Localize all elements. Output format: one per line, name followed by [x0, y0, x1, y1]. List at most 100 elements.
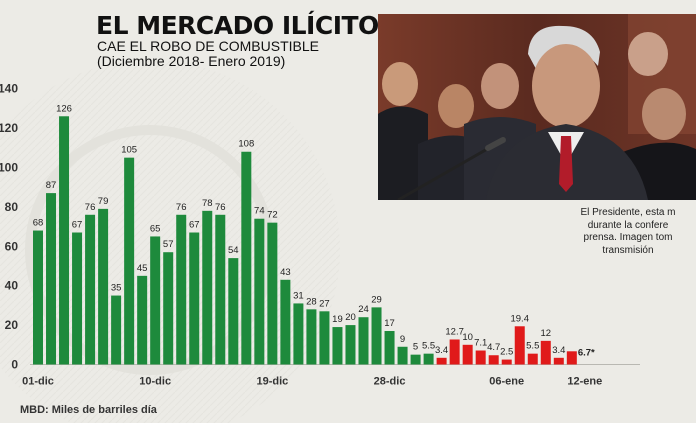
bar-january — [501, 359, 512, 365]
y-tick-label: 20 — [5, 318, 19, 332]
bar-value-label: 72 — [267, 210, 278, 221]
bar-december — [176, 214, 187, 365]
bar-value-label: 12 — [540, 328, 551, 339]
bar-december — [189, 232, 200, 365]
bar-january — [566, 351, 577, 365]
bar-december — [267, 222, 278, 365]
bar-december — [306, 309, 317, 365]
bar-value-label: 10 — [462, 332, 473, 343]
bar-value-label: 3.4 — [435, 345, 448, 356]
bar-value-label: 5.5 — [422, 341, 435, 352]
bar-december — [163, 252, 174, 365]
bar-value-label: 108 — [238, 139, 254, 150]
bar-december — [345, 325, 356, 365]
bar-value-label: 12.7 — [445, 326, 464, 337]
bar-value-label: 31 — [293, 290, 304, 301]
bar-value-label: 79 — [98, 196, 109, 207]
chart-subtitle: CAE EL ROBO DE COMBUSTIBLE — [97, 38, 319, 54]
bar-value-label: 65 — [150, 223, 161, 234]
y-tick-label: 0 — [11, 358, 18, 372]
president-photo-illustration — [378, 14, 696, 200]
bar-december — [280, 279, 291, 365]
bar-value-label: 67 — [72, 220, 83, 231]
bar-december — [46, 193, 57, 365]
bar-value-label: 76 — [176, 202, 187, 213]
bar-december — [202, 210, 213, 365]
y-tick-label: 40 — [5, 279, 19, 293]
bar-december — [150, 236, 161, 365]
x-tick-label: 01-dic — [22, 376, 54, 388]
bar-value-label: 67 — [189, 220, 200, 231]
chart-date-range: (Diciembre 2018- Enero 2019) — [97, 53, 286, 69]
bar-january — [449, 339, 460, 365]
bar-december — [384, 331, 395, 365]
bar-december — [293, 303, 304, 365]
bar-value-label: 29 — [371, 294, 382, 305]
bar-january — [436, 357, 447, 365]
y-tick-label: 100 — [0, 161, 18, 175]
bar-december — [85, 214, 96, 365]
bar-value-label: 7.1 — [474, 338, 487, 349]
caption-line: prensa. Imagen tom — [583, 232, 673, 243]
bar-december — [137, 275, 148, 365]
bar-december — [33, 230, 43, 365]
y-tick-label: 60 — [5, 239, 19, 253]
bar-december — [59, 116, 70, 365]
bar-january — [488, 355, 499, 365]
bar-december — [72, 232, 83, 365]
y-tick-label: 120 — [0, 121, 18, 135]
bar-value-label: 87 — [46, 180, 57, 191]
bar-value-label: 19.4 — [510, 313, 529, 324]
bar-value-label: 20 — [345, 312, 356, 323]
bar-december — [241, 151, 252, 365]
bar-january — [527, 353, 538, 365]
bar-value-label: 45 — [137, 263, 148, 274]
bar-value-label: 9 — [400, 334, 405, 345]
bar-value-label: 78 — [202, 198, 213, 209]
bar-value-label: 76 — [85, 202, 96, 213]
bar-january — [462, 344, 473, 365]
bar-value-label: 54 — [228, 245, 239, 256]
bar-value-label: 27 — [319, 298, 330, 309]
bar-december — [111, 295, 122, 365]
bar-value-label: 19 — [332, 314, 343, 325]
caption-line: transmisión — [602, 244, 654, 256]
caption-line: durante la confere — [587, 219, 669, 231]
bar-december — [423, 353, 434, 365]
bar-value-label: 57 — [163, 239, 174, 250]
bar-january — [475, 350, 486, 365]
bar-value-label: 4.7 — [487, 342, 500, 353]
bar-value-label: 28 — [306, 296, 317, 307]
bar-value-label: 3.4 — [552, 345, 565, 356]
bar-value-label: 126 — [56, 103, 72, 114]
bar-december — [371, 307, 382, 365]
bar-value-label: 105 — [121, 145, 137, 156]
y-tick-label: 140 — [0, 82, 18, 96]
y-tick-label: 80 — [5, 200, 19, 214]
bar-value-label: 24 — [358, 304, 369, 315]
bar-value-label: 2.5 — [500, 347, 513, 358]
x-tick-label: 28-dic — [374, 376, 406, 388]
bar-value-label: 68 — [33, 218, 44, 229]
bar-value-label: 17 — [384, 318, 395, 329]
bar-december — [254, 218, 265, 365]
bar-value-label: 6.7* — [578, 347, 595, 358]
bar-value-label: 35 — [111, 283, 122, 294]
x-tick-label: 12-ene — [567, 376, 602, 388]
caption-line: El Presidente, esta m — [580, 207, 676, 218]
bar-december — [215, 214, 226, 365]
bar-december — [410, 354, 421, 365]
bar-december — [124, 157, 135, 365]
bar-value-label: 74 — [254, 206, 265, 217]
x-tick-label: 06-ene — [489, 376, 524, 388]
x-tick-label: 19-dic — [256, 376, 288, 388]
bar-value-label: 76 — [215, 202, 226, 213]
bar-december — [98, 208, 109, 365]
bar-december — [332, 327, 343, 365]
bar-value-label: 5 — [413, 342, 418, 353]
chart-title: EL MERCADO ILÍCITO — [96, 11, 379, 40]
bar-january — [514, 326, 525, 365]
bar-december — [228, 258, 239, 365]
units-footnote: MBD: Miles de barriles día — [20, 404, 157, 416]
